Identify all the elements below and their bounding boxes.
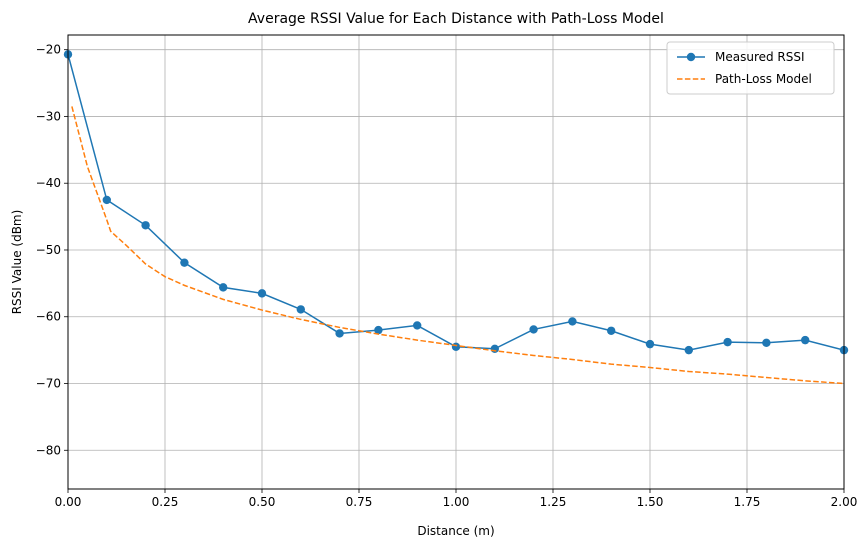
- y-tick-label: −60: [36, 310, 61, 324]
- data-point: [529, 325, 538, 334]
- y-tick-label: −20: [36, 43, 61, 57]
- data-point: [451, 342, 461, 351]
- x-tick-label: 0.75: [346, 495, 373, 509]
- plot-series: [63, 50, 849, 385]
- y-axis-label: RSSI Value (dBm): [10, 210, 24, 315]
- y-tick-label: −50: [36, 243, 61, 257]
- data-point: [335, 329, 344, 338]
- data-point: [141, 221, 150, 230]
- y-tick-label: −40: [36, 176, 61, 190]
- data-point: [762, 338, 771, 347]
- y-tick-label: −30: [36, 109, 61, 123]
- data-point: [568, 317, 577, 326]
- x-tick-label: 2.00: [831, 495, 858, 509]
- chart-title: Average RSSI Value for Each Distance wit…: [248, 11, 664, 27]
- y-tick-label: −80: [36, 443, 61, 457]
- x-tick-label: 1.50: [637, 495, 664, 509]
- legend-label-2: Path-Loss Model: [715, 72, 812, 86]
- data-point: [607, 326, 616, 335]
- legend-label-1: Measured RSSI: [715, 50, 805, 64]
- y-tick-label: −70: [36, 377, 61, 391]
- data-point: [684, 345, 693, 355]
- data-point: [413, 321, 422, 330]
- data-point: [723, 337, 732, 347]
- x-tick-label: 0.00: [55, 495, 82, 509]
- x-axis-label: Distance (m): [417, 524, 494, 538]
- legend: Measured RSSI Path-Loss Model: [666, 41, 835, 95]
- x-tick-label: 0.50: [249, 495, 276, 509]
- x-tick-label: 1.75: [734, 495, 761, 509]
- data-point: [296, 305, 305, 314]
- data-point: [219, 283, 228, 292]
- series-line-2: [71, 106, 844, 385]
- legend-box: [666, 41, 835, 95]
- data-point: [801, 335, 810, 345]
- data-point: [180, 258, 189, 267]
- data-point: [490, 344, 499, 353]
- data-point: [102, 195, 112, 205]
- x-tick-label: 1.00: [443, 495, 470, 509]
- legend-marker: [686, 52, 696, 62]
- x-tick-label: 1.25: [540, 495, 567, 509]
- data-point: [257, 289, 267, 298]
- data-point: [645, 339, 655, 349]
- x-tick-label: 0.25: [152, 495, 179, 509]
- data-point: [374, 325, 383, 335]
- axis-ticks: 0.00 0.25 0.50 0.75 1.00 1.25 1.50 1.75 2.00 −20 −…: [36, 43, 858, 509]
